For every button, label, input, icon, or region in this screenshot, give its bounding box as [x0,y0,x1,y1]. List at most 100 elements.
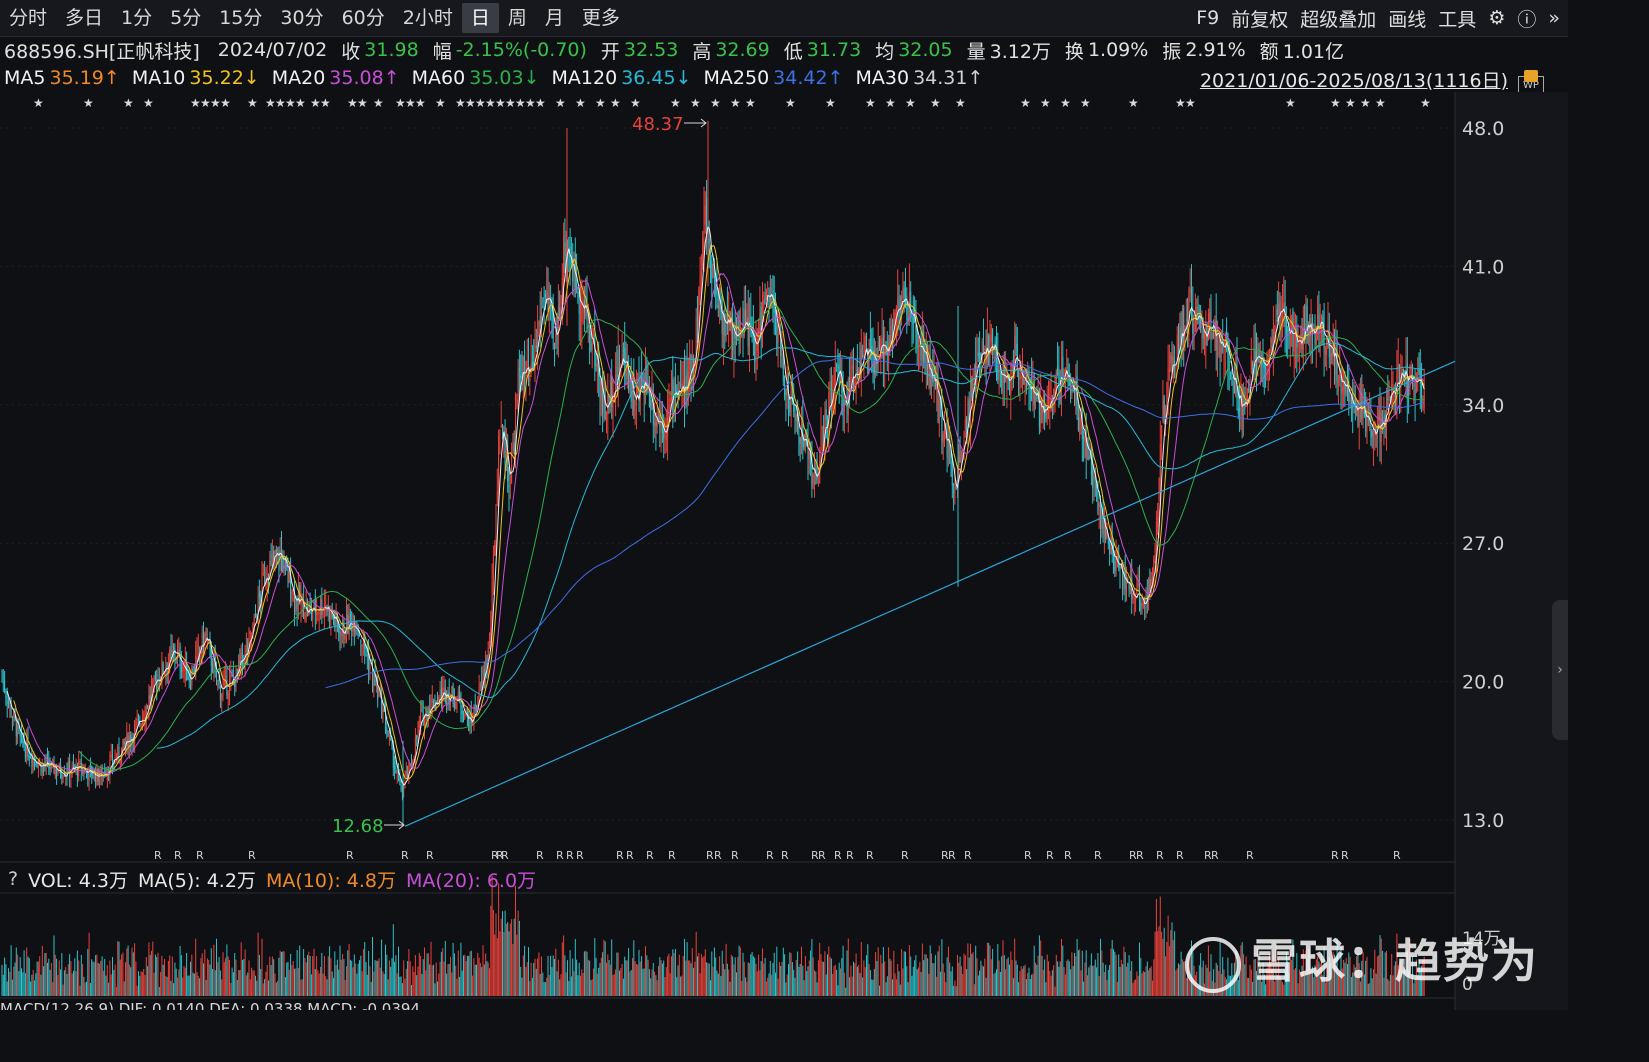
ma-item-ma60[interactable]: MA60 35.03↓ [412,67,540,89]
candle-body [387,731,389,736]
volume-bar [320,966,321,996]
candle-body [291,597,293,601]
candle-body [69,760,71,776]
candle-body [264,578,266,584]
tab-5[interactable]: 30分 [280,7,324,29]
candle-body [483,669,485,677]
volume-bar [192,972,194,996]
volume-bar [1115,954,1117,996]
candle-body [1389,396,1391,401]
date-range[interactable]: 2021/01/06-2025/08/13(1116日) [1199,70,1508,92]
tab-10[interactable]: 月 [544,7,564,29]
vol-value: 3.12万 [989,40,1051,63]
volume-bar [1006,959,1008,996]
tab-11[interactable]: 更多 [581,7,620,29]
volume-bar [846,950,848,996]
ma-item-ma5[interactable]: MA5 35.19↑ [4,67,120,89]
tools-button[interactable]: 工具 [1438,8,1477,31]
tab-3[interactable]: 5分 [170,7,202,29]
tab-8[interactable]: 日 [461,3,499,33]
candle-body [1344,381,1346,395]
volume-bar [972,952,974,996]
volume-bar [544,982,546,996]
tab-7[interactable]: 2小时 [402,7,453,29]
overlay-button[interactable]: 超级叠加 [1300,8,1377,31]
lock-icon[interactable] [1524,70,1538,82]
candle-body [1083,436,1085,442]
candle-body [700,270,702,279]
candle-body [590,341,592,351]
ma-item-ma250[interactable]: MA250 34.42↑ [704,67,844,89]
volume-bar [828,946,830,996]
volume-bar [1197,985,1199,996]
candle-body [487,648,489,668]
adjust-button[interactable]: 前复权 [1231,8,1289,31]
help-icon[interactable]: ⓘ [1517,8,1537,31]
tab-2[interactable]: 1分 [121,7,153,29]
volume-bar [759,970,761,996]
candle-body [1170,355,1172,364]
volume-bar [881,963,883,996]
candle-body [1123,572,1125,586]
candle-body [871,345,873,352]
candle-body [1367,416,1369,418]
quote-info: 688596.SH[正帆科技] 2024/07/02 收 31.98 幅 -2.15… [0,36,1568,96]
candle-body [1409,365,1411,395]
volume-bar [763,963,765,996]
candle-body [1262,358,1264,365]
candle-body [334,619,336,626]
tab-1[interactable]: 多日 [65,7,104,29]
candle-body [73,761,74,766]
volume-bar [197,975,199,996]
candle-body [746,316,748,325]
tab-4[interactable]: 15分 [219,7,263,29]
help-q[interactable]: ? [8,868,19,890]
volume-bar [234,952,236,996]
tab-9[interactable]: 周 [507,7,527,29]
candle-body [632,378,633,396]
volume-bar [491,875,493,996]
candle-body [1025,383,1027,389]
ma-item-ma120[interactable]: MA120 36.45↓ [552,67,692,89]
candle-body [1382,417,1384,427]
volume-bar [245,975,247,996]
tab-6[interactable]: 60分 [341,7,385,29]
volume-bar [910,956,912,996]
volume-bar [1036,964,1038,996]
candle-body [894,311,896,315]
volume-bar [1304,976,1306,996]
volume-bar [474,964,476,996]
volume-bar [914,960,916,996]
volume-bar [1092,966,1094,996]
tab-0[interactable]: 分时 [9,7,48,29]
volume-bar [921,943,923,996]
volume-bar [156,956,158,996]
volume-bar [54,954,56,996]
volume-bar [1122,964,1124,996]
side-panel-handle[interactable]: › [1552,600,1568,740]
candle-body [882,337,884,362]
draw-button[interactable]: 画线 [1388,8,1427,31]
volume-bar [946,957,948,996]
candle-body [270,555,272,557]
candle-body [479,683,481,687]
volume-bar [48,958,50,996]
ma250-line [325,357,1425,689]
ma-item-ma20[interactable]: MA20 35.08↑ [272,67,400,89]
volume-bar [911,975,913,996]
f9-button[interactable]: F9 [1196,7,1220,29]
gear-icon[interactable]: ⚙ [1488,7,1506,29]
volume-bar [785,982,787,996]
volume-bar [706,962,708,996]
volume-bar [338,969,340,996]
candle-body [1232,380,1234,386]
ma-item-ma10[interactable]: MA10 35.22↓ [132,67,260,89]
candle-body [1301,331,1303,349]
candle-body [1071,380,1073,395]
expand-icon[interactable]: » [1548,7,1560,29]
candle-body [431,699,433,703]
volume-bar [47,962,48,996]
ma-item-ma30[interactable]: MA30 34.31↑ [856,67,984,89]
candle-body [775,311,776,320]
